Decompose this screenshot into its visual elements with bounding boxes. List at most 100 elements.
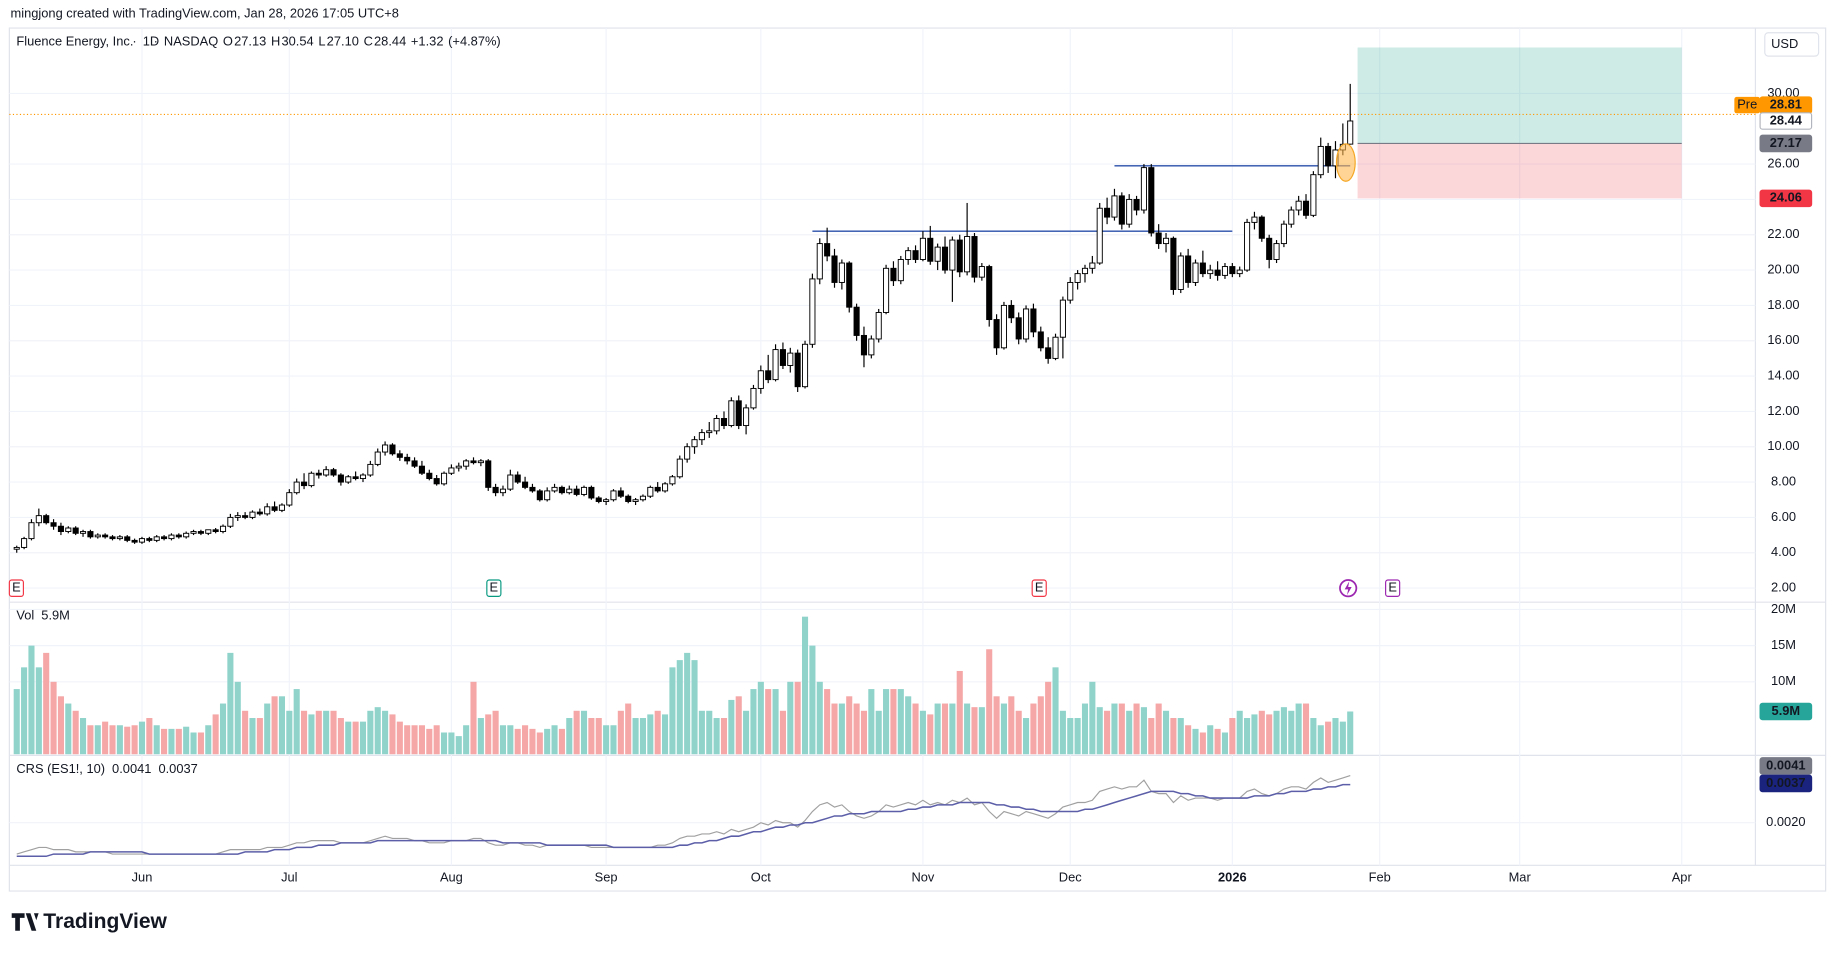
candle-body — [662, 483, 669, 492]
candle-body — [1236, 269, 1243, 275]
volume-bar — [271, 696, 278, 755]
candle-body — [1192, 262, 1199, 283]
candle-body — [1280, 223, 1287, 245]
candle-body — [794, 352, 801, 388]
candle-body — [772, 349, 779, 381]
volume-bar — [433, 725, 440, 755]
volume-bar — [1302, 703, 1310, 755]
crs-line — [16, 775, 1351, 855]
volume-bar — [308, 714, 315, 755]
volume-legend-value: 5.9M — [41, 608, 70, 623]
volume-bar — [919, 710, 926, 755]
volume-bar — [779, 710, 786, 755]
candle-body — [1273, 243, 1280, 260]
volume-bar — [345, 721, 352, 755]
candle-body — [219, 525, 227, 533]
volume-bar — [956, 670, 963, 755]
candle-body — [1310, 174, 1317, 216]
volume-bar — [455, 736, 462, 755]
candle-body — [735, 400, 742, 427]
volume-bar — [1155, 703, 1162, 755]
volume-bar — [580, 710, 588, 755]
volume-bar — [794, 681, 801, 755]
volume-bar — [1325, 721, 1332, 755]
volume-bar — [551, 725, 558, 755]
candle-body — [1133, 198, 1140, 211]
volume-bar — [691, 660, 698, 755]
candle-body — [448, 467, 455, 474]
legend-value: 27.13 — [234, 33, 266, 48]
candle-body — [964, 236, 971, 273]
volume-bar — [13, 689, 20, 755]
volume-bar — [264, 703, 271, 755]
volume-bar — [735, 696, 742, 755]
volume-bar — [175, 728, 182, 755]
price-label-prefix-bg — [1734, 96, 1761, 114]
volume-bar — [411, 725, 418, 755]
volume-bar — [1118, 703, 1125, 755]
candle-body — [647, 486, 654, 497]
x-tick-label: Nov — [911, 870, 934, 885]
candle-body — [941, 246, 949, 271]
candle-body — [1251, 216, 1258, 223]
candle-body — [146, 538, 153, 541]
candle-body — [102, 534, 109, 538]
price-label-bg — [1759, 112, 1813, 130]
candle-body — [1347, 120, 1354, 145]
volume-bar — [1295, 703, 1302, 755]
candle-body — [875, 312, 882, 340]
dividend-icon — [1344, 581, 1352, 596]
volume-bar — [1023, 718, 1030, 755]
volume-bar — [816, 681, 823, 755]
volume-bar — [234, 681, 241, 755]
volume-bar — [1251, 714, 1258, 755]
volume-bar — [588, 718, 595, 755]
volume-bar — [352, 721, 359, 755]
volume-bar — [1288, 710, 1295, 755]
candle-body — [625, 495, 632, 502]
volume-bar — [286, 710, 293, 755]
volume-bar — [713, 718, 720, 755]
candle-body — [750, 387, 757, 409]
volume-bar — [941, 703, 949, 755]
candle-body — [1000, 304, 1007, 349]
volume-bar — [617, 710, 624, 755]
volume-bar — [846, 696, 853, 755]
volume-bar — [654, 710, 661, 755]
candle-body — [1074, 273, 1081, 283]
y-tick-label: 20.00 — [1767, 261, 1799, 276]
volume-bar — [1214, 728, 1221, 755]
price-label-bg — [1759, 189, 1813, 208]
y-tick-label: 14.00 — [1767, 367, 1799, 382]
candle-body — [79, 531, 87, 534]
volume-bar — [824, 689, 831, 755]
candle-body — [1177, 255, 1184, 290]
x-tick-label: Apr — [1672, 870, 1693, 885]
volume-bar — [212, 714, 219, 755]
y-tick-label: 10.00 — [1767, 438, 1799, 453]
volume-bar — [1339, 721, 1346, 755]
volume-bar — [485, 714, 492, 755]
y-tick-label: 6.00 — [1771, 509, 1796, 524]
volume-tick-label: 20M — [1771, 601, 1796, 616]
volume-bar — [890, 689, 897, 755]
candle-body — [404, 456, 411, 462]
candle-body — [249, 511, 256, 518]
logo-text: TradingView — [43, 910, 167, 933]
candle-body — [927, 237, 934, 262]
candle-body — [868, 338, 875, 356]
volume-bar — [662, 714, 669, 755]
volume-bar — [1207, 725, 1214, 755]
volume-bar — [897, 689, 904, 755]
candle-body — [1045, 347, 1052, 359]
candle-body — [455, 465, 462, 469]
volume-bar — [1273, 710, 1280, 755]
y-tick-label: 26.00 — [1767, 155, 1799, 170]
volume-tick-label: 10M — [1771, 673, 1796, 688]
volume-bar — [183, 726, 190, 755]
volume-bar — [993, 696, 1000, 755]
legend-value: 27.10 — [327, 33, 359, 48]
volume-bar — [743, 710, 750, 755]
y-tick-label: 12.00 — [1767, 403, 1799, 418]
